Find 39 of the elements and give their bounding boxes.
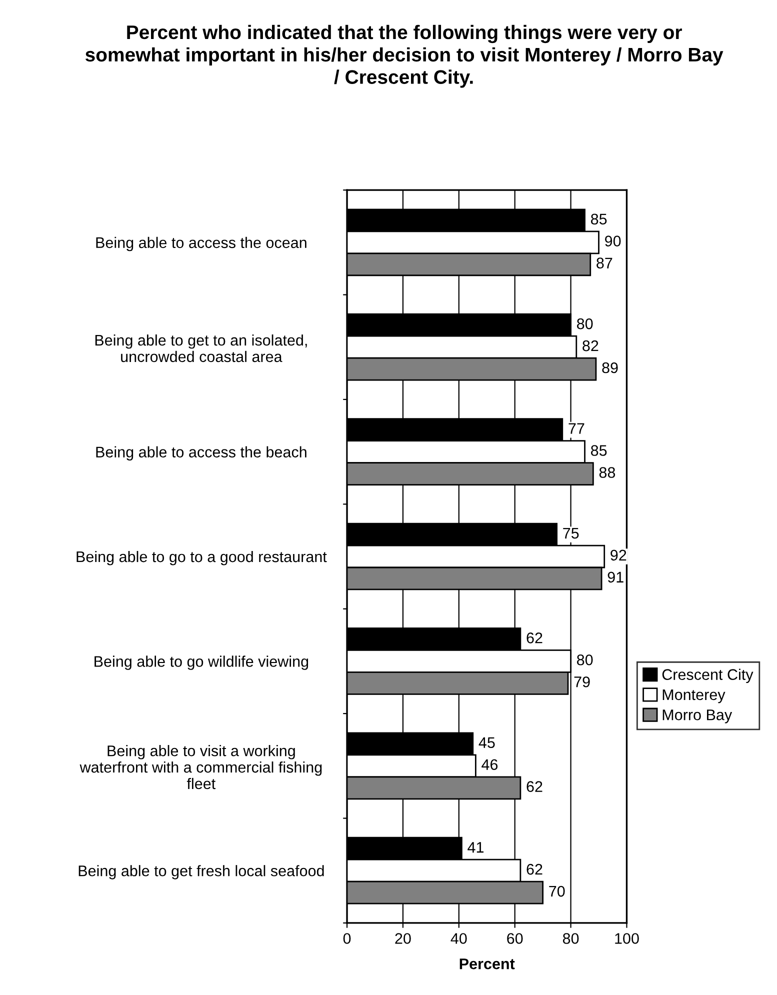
data-label: 91	[608, 572, 624, 583]
x-tick-label: 100	[615, 933, 639, 944]
legend-label: Crescent City	[662, 668, 754, 684]
y-tick-label: Being able to go to a good restaurant	[76, 550, 327, 566]
data-label: 88	[599, 467, 616, 478]
y-tick-label: Being able to get to an isolated, uncrowded coastal area	[95, 334, 307, 362]
data-label: 41	[468, 842, 484, 853]
data-label: 80	[577, 654, 593, 666]
data-label: 92	[610, 550, 626, 561]
data-label: 82	[582, 340, 598, 352]
data-label: 89	[602, 362, 618, 374]
data-label: 87	[596, 258, 612, 268]
data-label: 90	[605, 236, 621, 246]
data-label: 75	[563, 528, 579, 539]
data-label: 62	[526, 864, 542, 875]
y-tick-label: Being able to get fresh local seafood	[78, 865, 324, 880]
x-axis-title: Percent	[460, 958, 515, 970]
chart-title: Percent who indicated that the following things were very or somewhat important in his/her decision to visit Monterey / Morro Bay / Crescent City.	[85, 24, 724, 88]
legend-label: Morro Bay	[662, 710, 732, 724]
x-tick-label: 60	[507, 933, 523, 944]
data-label: 77	[568, 423, 584, 434]
y-tick-label: Being able to access the ocean	[96, 236, 306, 252]
y-tick-label: Being able to access the beach	[96, 446, 306, 461]
x-tick-label: 80	[562, 933, 579, 944]
data-label: 62	[526, 781, 542, 792]
data-label: 70	[549, 886, 565, 897]
data-label: 46	[482, 759, 498, 770]
data-label: 85	[590, 214, 607, 225]
data-label: 45	[478, 737, 495, 748]
data-label: 62	[526, 632, 542, 644]
y-tick-label: Being able to go wildlife viewing	[94, 656, 308, 670]
data-label: 85	[590, 445, 607, 456]
x-tick-label: 20	[395, 933, 411, 944]
data-label: 79	[574, 676, 590, 688]
legend-label: Monterey	[662, 689, 726, 704]
x-tick-label: 40	[450, 933, 467, 944]
y-tick-label: Being able to visit a working waterfront with a commercial fishing fleet	[80, 745, 322, 790]
x-tick-label: 0	[343, 933, 351, 944]
data-label: 80	[577, 318, 593, 330]
